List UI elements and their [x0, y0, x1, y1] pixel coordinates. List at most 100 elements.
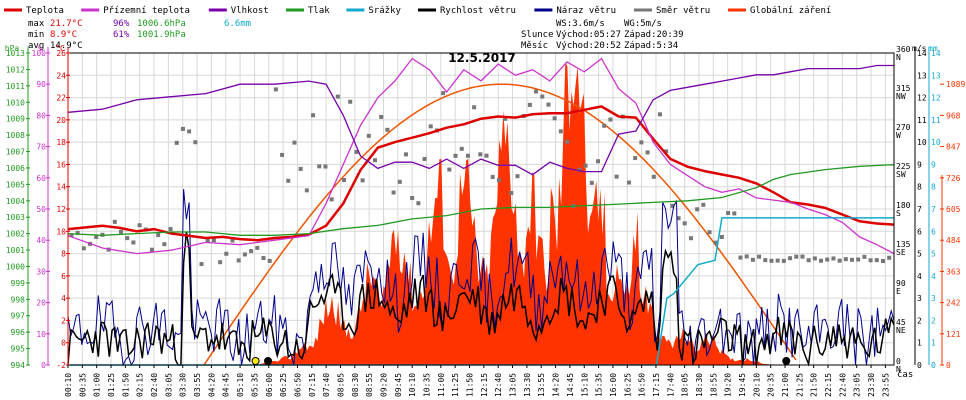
wind-dir-mark — [360, 178, 365, 183]
x-tick-label-32: 13:30 — [523, 373, 532, 397]
wind-dir-mark — [856, 257, 861, 262]
wind-dir-mark — [385, 127, 390, 132]
wind-tick-label-0: 0 — [917, 361, 922, 370]
wind-dir-mark — [311, 113, 316, 118]
series-line-4 — [68, 217, 894, 366]
temperature-tick-label-5: 8 — [61, 250, 66, 259]
wind-dir-mark — [626, 180, 631, 185]
pressure-unit: hPa — [5, 44, 20, 53]
humidity-tick-label-6: 60 — [36, 174, 46, 183]
x-tick-label-26: 11:00 — [437, 373, 446, 397]
direction-deg-7: 315 — [896, 84, 911, 93]
x-tick-label-25: 10:35 — [423, 373, 432, 397]
wind-dir-mark — [707, 230, 712, 235]
wind-dir-mark — [391, 190, 396, 195]
wind-tick-label-6: 6 — [917, 227, 922, 236]
wind-dir-mark — [812, 256, 817, 261]
humidity-tick-label-10: 100 — [32, 49, 47, 58]
radiation-tick-label-2: 242 — [946, 299, 961, 308]
wind-dir-mark — [614, 174, 619, 179]
wind-dir-mark — [496, 178, 501, 183]
wind-dir-mark — [880, 258, 885, 263]
x-tick-label-47: 19:45 — [738, 373, 747, 397]
x-tick-label-36: 15:10 — [580, 373, 589, 397]
pressure-tick-label-7: 1001 — [6, 246, 25, 255]
stats-min-label: min — [28, 30, 44, 40]
legend-label-4: Srážky — [368, 6, 401, 16]
temperature-tick-label-2: 2 — [61, 316, 66, 325]
x-tick-label-24: 10:10 — [408, 373, 417, 397]
radiation-tick-label-9: 1089 — [946, 80, 965, 89]
x-tick-label-11: 04:45 — [222, 373, 231, 397]
wind-dir-mark — [676, 216, 681, 221]
wind-dir-mark — [527, 102, 532, 107]
temperature-tick-label-7: 12 — [56, 205, 66, 214]
wind-dir-mark — [119, 229, 124, 234]
wind-dir-mark — [261, 256, 266, 261]
radiation-tick-label-5: 605 — [946, 205, 961, 214]
wind-dir-mark — [193, 140, 198, 145]
legend-label-2: Vlhkost — [231, 6, 269, 16]
direction-dir-8: N — [896, 53, 901, 62]
wind-dir-mark — [608, 117, 613, 122]
wind-dir-mark — [81, 246, 86, 251]
stats-avg-label: avg — [28, 41, 44, 51]
pressure-tick-label-5: 999 — [11, 279, 26, 288]
temperature-tick-label-4: 6 — [61, 272, 66, 281]
x-tick-label-37: 15:35 — [595, 373, 604, 397]
wind-dir-mark — [682, 221, 687, 226]
wind-tick-label-4: 4 — [917, 272, 922, 281]
wind-dir-mark — [670, 203, 675, 208]
wind-dir-mark — [577, 167, 582, 172]
info-wg: WG:5m/s — [624, 19, 662, 29]
series-line-0 — [67, 105, 895, 242]
wind-dir-mark — [397, 179, 402, 184]
wind-dir-mark — [738, 255, 743, 260]
wind-dir-mark — [695, 207, 700, 212]
legend-label-8: Globální záření — [750, 6, 831, 16]
wind-tick-label-11: 11 — [917, 116, 927, 125]
wind-dir-mark — [800, 254, 805, 259]
wind-dir-mark — [596, 159, 601, 164]
wind-dir-mark — [292, 140, 297, 145]
rain-tick-label-8: 8 — [931, 183, 936, 192]
info-moon-set: Západ:5:34 — [624, 41, 678, 51]
wind-dir-mark — [862, 254, 867, 259]
wind-dir-mark — [503, 116, 508, 121]
wind-gust-line — [67, 189, 895, 367]
x-tick-label-23: 09:45 — [394, 373, 403, 397]
wind-dir-mark — [69, 233, 74, 238]
legend-label-1: Přízemní teplota — [103, 6, 190, 16]
temperature-unit: °C — [55, 44, 65, 53]
pressure-tick-label-9: 1003 — [6, 213, 25, 222]
humidity-tick-label-3: 30 — [36, 267, 46, 276]
wind-dir-mark — [645, 150, 650, 155]
wind-dir-mark — [199, 262, 204, 267]
wind-dir-mark — [354, 149, 359, 154]
direction-dir-1: NE — [896, 326, 906, 335]
wind-dir-mark — [515, 174, 520, 179]
wind-dir-mark — [769, 258, 774, 263]
temperature-tick-label-14: 26 — [56, 49, 66, 58]
wind-dir-mark — [868, 258, 873, 263]
humidity-tick-label-8: 80 — [36, 111, 46, 120]
direction-deg-4: 180 — [896, 201, 911, 210]
legend-label-5: Rychlost větru — [440, 6, 516, 16]
wind-dir-mark — [410, 196, 415, 201]
x-tick-label-35: 14:45 — [566, 373, 575, 397]
pressure-tick-label-15: 1009 — [6, 115, 25, 124]
wind-dir-mark — [137, 223, 142, 228]
pressure-tick-label-10: 1004 — [6, 197, 25, 206]
direction-deg-0: 0 — [896, 357, 901, 366]
rain-tick-label-12: 12 — [931, 94, 941, 103]
x-tick-label-38: 16:00 — [609, 373, 618, 397]
direction-dir-5: SW — [896, 170, 906, 179]
moonset-marker — [264, 357, 273, 365]
x-tick-label-21: 08:55 — [365, 373, 374, 397]
wind-dir-mark — [583, 163, 588, 168]
wind-dir-mark — [156, 233, 161, 238]
wind-dir-mark — [447, 167, 452, 172]
wind-dir-mark — [843, 257, 848, 262]
pressure-tick-label-16: 1010 — [6, 98, 25, 107]
pressure-tick-label-6: 1000 — [6, 262, 25, 271]
